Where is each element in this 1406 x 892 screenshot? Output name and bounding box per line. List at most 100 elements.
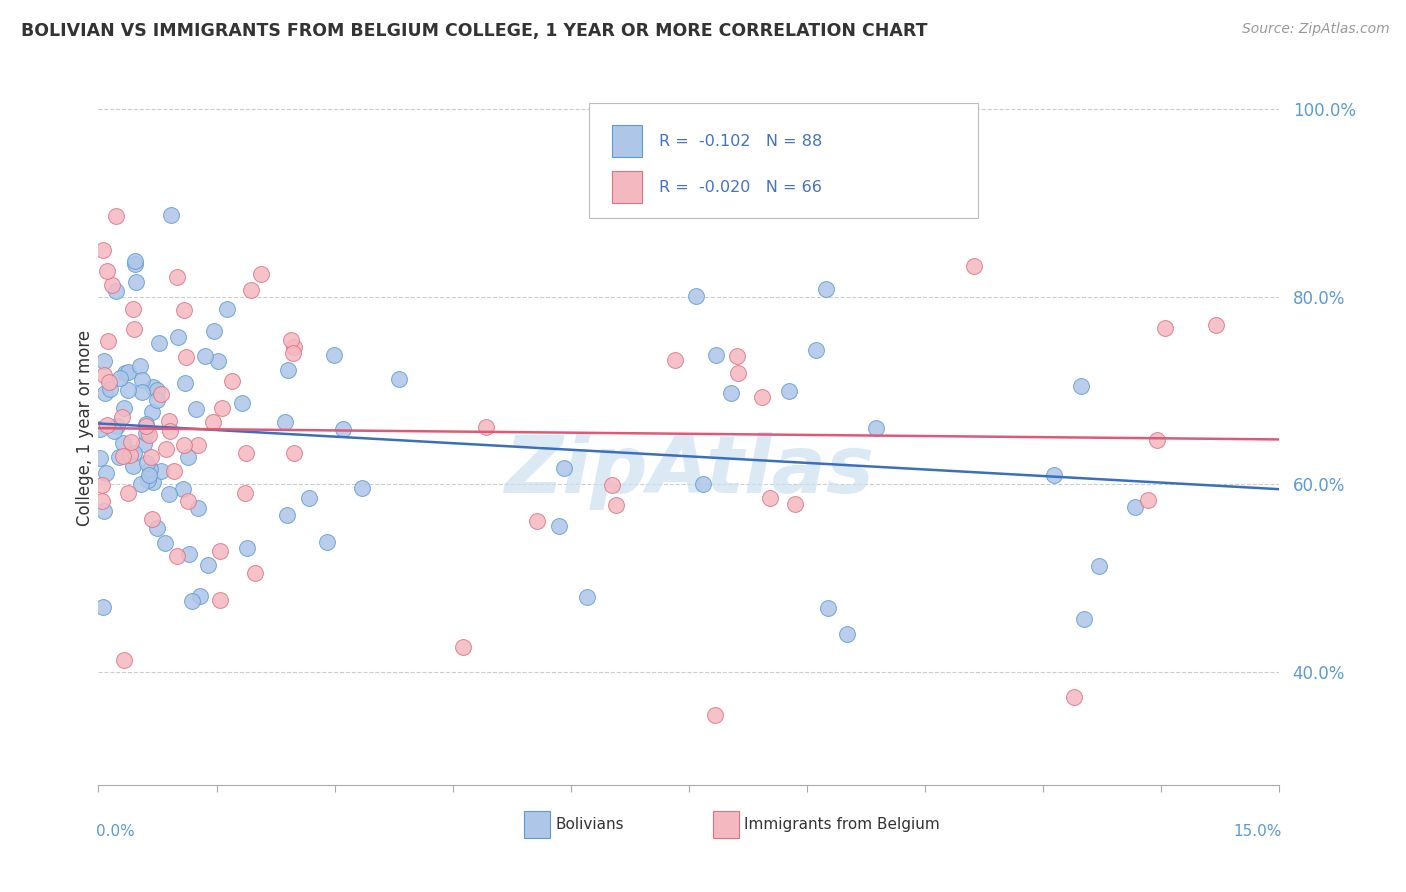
Point bbox=[93, 503, 115, 517]
Point bbox=[112, 653, 135, 667]
Point bbox=[704, 708, 727, 723]
Point bbox=[1205, 318, 1227, 332]
Point bbox=[1123, 500, 1146, 514]
Point bbox=[1063, 690, 1085, 704]
Point bbox=[145, 393, 167, 408]
Point bbox=[235, 446, 257, 460]
Point bbox=[155, 536, 177, 550]
Point bbox=[108, 371, 131, 385]
Point bbox=[188, 589, 211, 603]
Point bbox=[97, 334, 120, 348]
Point bbox=[600, 478, 623, 492]
Point bbox=[135, 417, 157, 431]
Point bbox=[283, 445, 305, 459]
FancyBboxPatch shape bbox=[612, 171, 641, 203]
Point bbox=[215, 301, 238, 316]
Point bbox=[174, 376, 197, 390]
Point bbox=[1073, 612, 1095, 626]
Point bbox=[177, 450, 200, 464]
Point bbox=[453, 640, 475, 654]
Point bbox=[101, 278, 124, 293]
Point bbox=[146, 521, 169, 535]
Point bbox=[575, 590, 598, 604]
Point bbox=[141, 512, 163, 526]
Point bbox=[111, 449, 134, 463]
Point bbox=[93, 385, 115, 400]
Point bbox=[235, 486, 257, 500]
Point bbox=[149, 387, 172, 401]
Point bbox=[274, 415, 297, 429]
Point bbox=[725, 349, 748, 363]
Point bbox=[1136, 492, 1159, 507]
Point bbox=[89, 450, 111, 465]
Point bbox=[332, 422, 354, 436]
Text: Bolivians: Bolivians bbox=[555, 817, 624, 832]
Point bbox=[121, 458, 143, 473]
Point bbox=[93, 368, 115, 382]
Point bbox=[135, 426, 157, 441]
Point bbox=[166, 549, 188, 563]
Point bbox=[785, 497, 807, 511]
Point bbox=[159, 208, 181, 222]
Point bbox=[105, 209, 128, 223]
Point bbox=[159, 424, 181, 438]
Point bbox=[315, 534, 337, 549]
Point bbox=[114, 367, 136, 381]
Point bbox=[135, 419, 157, 434]
Point bbox=[815, 282, 838, 296]
FancyBboxPatch shape bbox=[589, 103, 979, 218]
Point bbox=[105, 284, 128, 298]
Point bbox=[194, 349, 217, 363]
Point bbox=[135, 456, 157, 470]
Point bbox=[124, 445, 146, 459]
Point bbox=[758, 491, 780, 505]
Point bbox=[98, 382, 121, 396]
Point bbox=[1070, 379, 1092, 393]
Point bbox=[197, 558, 219, 572]
Point bbox=[138, 462, 160, 476]
Point bbox=[117, 365, 139, 379]
Y-axis label: College, 1 year or more: College, 1 year or more bbox=[76, 330, 94, 526]
Point bbox=[96, 418, 118, 433]
Point bbox=[236, 541, 259, 556]
Point bbox=[141, 450, 163, 464]
Point bbox=[124, 254, 146, 268]
Point bbox=[208, 593, 231, 607]
Point bbox=[129, 476, 152, 491]
Point bbox=[865, 421, 887, 435]
Point bbox=[1146, 433, 1168, 447]
Point bbox=[150, 464, 173, 478]
Point bbox=[207, 354, 229, 368]
Text: 0.0%: 0.0% bbox=[96, 824, 135, 839]
Point bbox=[277, 363, 299, 377]
Point bbox=[187, 501, 209, 516]
FancyBboxPatch shape bbox=[713, 812, 738, 838]
FancyBboxPatch shape bbox=[523, 812, 550, 838]
Point bbox=[111, 409, 134, 424]
Point bbox=[94, 466, 117, 480]
Point bbox=[120, 434, 142, 449]
Point bbox=[963, 260, 986, 274]
Point bbox=[157, 414, 180, 428]
Point bbox=[243, 566, 266, 580]
FancyBboxPatch shape bbox=[612, 125, 641, 157]
Point bbox=[720, 386, 742, 401]
Text: 15.0%: 15.0% bbox=[1233, 824, 1282, 839]
Point bbox=[121, 302, 143, 317]
Point bbox=[91, 599, 114, 614]
Point bbox=[131, 384, 153, 399]
Point bbox=[173, 438, 195, 452]
Point bbox=[90, 478, 112, 492]
Text: R =  -0.020   N = 66: R = -0.020 N = 66 bbox=[659, 180, 823, 194]
Point bbox=[727, 366, 749, 380]
Text: Immigrants from Belgium: Immigrants from Belgium bbox=[744, 817, 941, 832]
Point bbox=[475, 420, 498, 434]
Point bbox=[388, 372, 411, 386]
Point bbox=[323, 348, 346, 362]
Point bbox=[105, 418, 128, 433]
Point bbox=[704, 348, 727, 362]
Point bbox=[90, 493, 112, 508]
Point bbox=[89, 422, 111, 436]
Point bbox=[138, 467, 160, 482]
Point bbox=[136, 473, 159, 487]
